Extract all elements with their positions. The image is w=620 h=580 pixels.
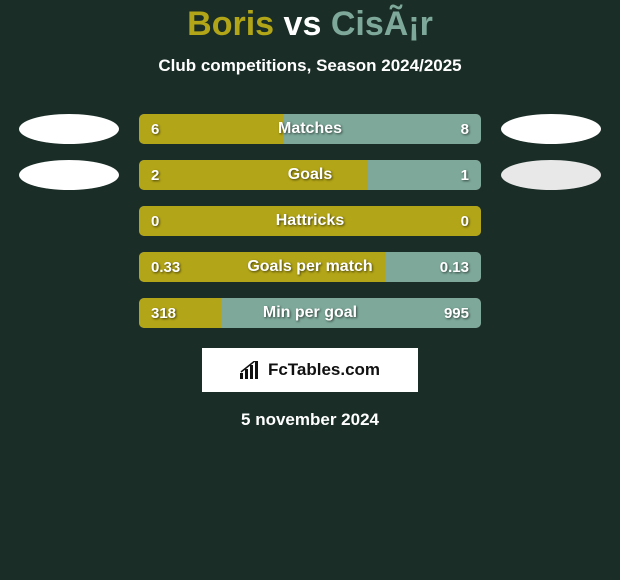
player1-name: Boris (187, 5, 274, 43)
date-text: 5 november 2024 (0, 410, 620, 430)
logo-text: FcTables.com (268, 360, 380, 380)
spacer (19, 206, 119, 236)
stat-row: 00Hattricks (0, 206, 620, 236)
spacer (19, 252, 119, 282)
stat-row: 318995Min per goal (0, 298, 620, 328)
stats-area: 68Matches 21Goals 00Hattricks 0.330.13Goals… (0, 114, 620, 328)
comparison-infographic: Boris vs CisÃ¡r Club competitions, Seaso… (0, 0, 620, 430)
spacer (501, 298, 601, 328)
chart-icon (240, 361, 262, 379)
player2-ellipse (501, 160, 601, 190)
stat-label: Goals per match (139, 252, 481, 282)
stat-row: 21Goals (0, 160, 620, 190)
stat-label: Goals (139, 160, 481, 190)
player2-ellipse (501, 114, 601, 144)
stat-bar: 318995Min per goal (139, 298, 481, 328)
player1-ellipse (19, 114, 119, 144)
logo-box: FcTables.com (202, 348, 418, 392)
stat-bar: 0.330.13Goals per match (139, 252, 481, 282)
player2-name: CisÃ¡r (331, 5, 433, 43)
stat-label: Hattricks (139, 206, 481, 236)
stat-label: Matches (139, 114, 481, 144)
spacer (501, 252, 601, 282)
stat-bar: 00Hattricks (139, 206, 481, 236)
stat-row: 68Matches (0, 114, 620, 144)
player1-ellipse (19, 160, 119, 190)
stat-row: 0.330.13Goals per match (0, 252, 620, 282)
spacer (19, 298, 119, 328)
stat-bar: 68Matches (139, 114, 481, 144)
vs-text: vs (284, 5, 322, 43)
stat-bar: 21Goals (139, 160, 481, 190)
page-title: Boris vs CisÃ¡r (0, 5, 620, 44)
stat-label: Min per goal (139, 298, 481, 328)
spacer (501, 206, 601, 236)
subtitle: Club competitions, Season 2024/2025 (0, 56, 620, 76)
